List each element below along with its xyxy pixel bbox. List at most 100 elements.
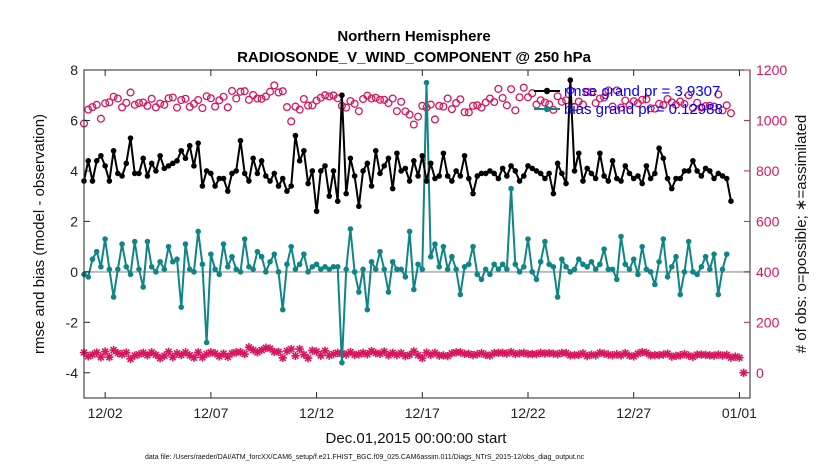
obs-possible-point [157,100,164,107]
bias-point [500,261,506,267]
y-tick-label: 6 [70,112,78,128]
obs-possible-point [432,116,439,123]
bias-point [635,272,641,278]
rmse-point [627,171,633,177]
rmse-point [445,173,451,179]
obs-possible-point [415,113,422,120]
bias-point [610,267,616,273]
rmse-point [280,176,286,182]
obs-assimilated-point [240,350,248,358]
obs-possible-point [355,108,362,115]
rmse-point [102,163,108,169]
rmse-point [610,158,616,164]
obs-assimilated-point [105,353,113,361]
rmse-point [348,156,354,162]
bias-point [301,251,307,257]
bias-point [542,239,548,245]
obs-possible-point [457,96,464,103]
rmse-point [365,161,371,167]
rmse-point [343,191,349,197]
rmse-point [597,150,603,156]
bias-point [386,289,392,295]
rmse-point [644,163,650,169]
bias-point [711,251,717,257]
y-tick-label: -2 [66,314,79,330]
obs-possible-point [161,101,168,108]
obs-assimilated-point [287,345,295,353]
rmse-point [360,168,366,174]
rmse-point [107,178,113,184]
rmse-point [491,171,497,177]
rmse-point [208,171,214,177]
obs-assimilated-point [101,347,109,355]
obs-possible-point [465,109,472,116]
obs-possible-point [520,84,527,91]
bias-point [534,277,540,283]
bias-point [119,241,125,247]
bias-point [373,267,379,273]
rmse-point [513,168,519,174]
obs-possible-point [512,107,519,114]
bias-point [145,239,151,245]
rmse-point [157,153,163,159]
y-axis-label: rmse and bias (model - observation) [31,114,48,354]
rmse-point [593,176,599,182]
bias-point [204,340,210,346]
rmse-point [390,186,396,192]
bias-point [259,254,265,260]
rmse-point [635,173,641,179]
obs-possible-point [267,88,274,95]
bias-point [377,249,383,255]
obs-possible-point [440,103,447,110]
rmse-point [174,158,180,164]
bias-point [221,241,227,247]
rmse-point [255,171,261,177]
bias-point [263,269,269,275]
bias-point [627,267,633,273]
bias-point [563,264,569,270]
bias-point [436,264,442,270]
bias-point [149,264,155,270]
obs-assimilated-point [122,348,130,356]
rmse-point [259,158,265,164]
obs-possible-point [212,103,219,110]
obs-possible-point [275,89,282,96]
bias-point [419,267,425,273]
bias-point [576,256,582,262]
bias-point [183,241,189,247]
rmse-point [441,150,447,156]
bias-point [496,267,502,273]
obs-possible-point [453,100,460,107]
bias-point [360,267,366,273]
bias-point [174,256,180,262]
rmse-point [555,161,561,167]
bias-point [449,254,455,260]
y2-tick-label: 400 [756,264,780,280]
obs-possible-point [533,101,540,108]
y-tick-label: 4 [70,163,78,179]
bias-point [212,267,218,273]
rmse-point [500,166,506,172]
obs-possible-point [389,95,396,102]
rmse-point [424,178,430,184]
bias-point [551,264,557,270]
rmse-point [453,168,459,174]
rmse-point [470,191,476,197]
data-file-footer: data file: /Users/raeder/DAI/ATM_forcXX/… [145,454,585,461]
bias-point [656,259,662,265]
bias-point [305,269,311,275]
bias-point [424,80,430,86]
rmse-point [85,158,91,164]
bias-point [631,256,637,262]
bias-point [699,264,705,270]
x-tick-label: 12/22 [510,405,545,421]
rmse-point [665,176,671,182]
rmse-point [428,161,434,167]
rmse-point [711,176,717,182]
rmse-point [246,178,252,184]
bias-line [84,83,727,363]
rmse-point [297,158,303,164]
obs-possible-point [499,95,506,102]
bias-point [508,186,514,192]
obs-assimilated-point [295,345,303,353]
